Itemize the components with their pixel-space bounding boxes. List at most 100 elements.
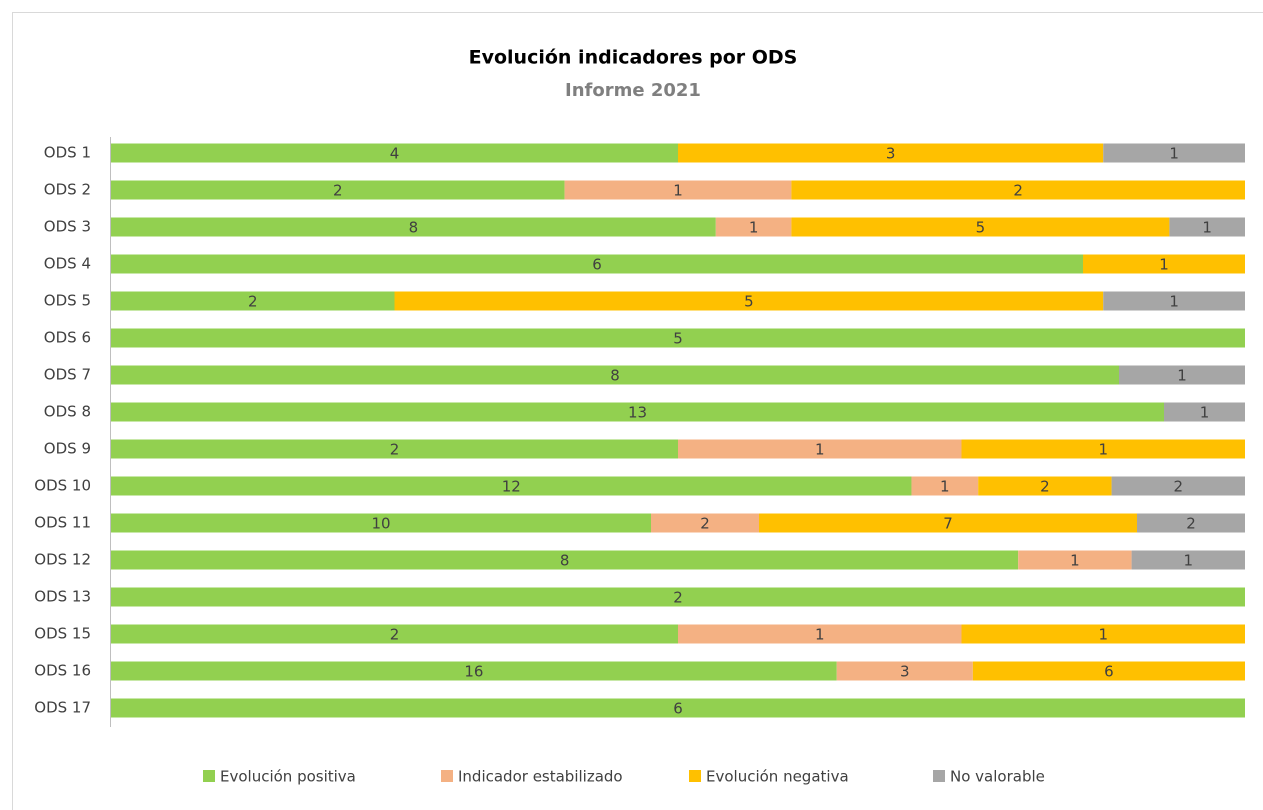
bar-segment <box>111 328 1245 348</box>
data-label: 2 <box>1040 478 1050 496</box>
data-label: 7 <box>943 515 953 533</box>
bar-segment <box>791 217 1170 237</box>
bar-segment <box>972 661 1245 681</box>
legend-swatch <box>441 770 453 782</box>
bar-segment <box>1119 365 1245 385</box>
bar-segment <box>1111 476 1245 496</box>
data-label: 1 <box>673 182 683 200</box>
bar-segment <box>111 217 716 237</box>
data-label: 1 <box>1169 145 1179 163</box>
legend-swatch <box>203 770 215 782</box>
chart-border <box>12 12 1263 810</box>
bar-segment <box>111 550 1019 570</box>
bar-segment <box>111 254 1083 274</box>
data-label: 12 <box>502 478 521 496</box>
bar-segment <box>111 291 395 311</box>
legend-label: No valorable <box>950 768 1045 786</box>
data-label: 2 <box>248 293 258 311</box>
data-label: 2 <box>700 515 710 533</box>
bar-segment <box>961 624 1245 644</box>
legend-swatch <box>689 770 701 782</box>
data-label: 2 <box>1186 515 1196 533</box>
legend-label: Evolución positiva <box>220 768 356 786</box>
legend-label: Evolución negativa <box>706 768 849 786</box>
data-label: 3 <box>900 663 910 681</box>
data-label: 1 <box>1070 552 1080 570</box>
data-label: 4 <box>390 145 400 163</box>
bar-segment <box>111 698 1245 718</box>
bar-segment <box>111 587 1245 607</box>
bar-segment <box>1103 291 1245 311</box>
y-tick-label: ODS 11 <box>34 514 91 532</box>
bar-segment <box>1103 143 1245 163</box>
data-label: 3 <box>886 145 896 163</box>
data-label: 1 <box>1200 404 1210 422</box>
bar-segment <box>678 439 962 459</box>
bar-segment <box>791 180 1245 200</box>
y-tick-label: ODS 16 <box>34 662 91 680</box>
y-tick-label: ODS 12 <box>34 551 91 569</box>
data-label: 1 <box>1177 367 1187 385</box>
data-label: 1 <box>1184 552 1194 570</box>
data-label: 1 <box>749 219 759 237</box>
bar-segment <box>394 291 1104 311</box>
bar-segment <box>1137 513 1245 533</box>
bar-segment <box>1083 254 1245 274</box>
bar-segment <box>678 624 962 644</box>
bar-segment <box>111 402 1164 422</box>
y-tick-label: ODS 8 <box>44 403 91 421</box>
data-label: 1 <box>1202 219 1212 237</box>
data-label: 5 <box>673 330 683 348</box>
y-tick-label: ODS 5 <box>44 292 91 310</box>
bar-segment <box>111 513 651 533</box>
data-label: 16 <box>464 663 483 681</box>
data-label: 2 <box>673 589 683 607</box>
y-tick-label: ODS 17 <box>34 699 91 717</box>
bar-segment <box>1018 550 1132 570</box>
data-label: 1 <box>940 478 950 496</box>
data-label: 1 <box>1169 293 1179 311</box>
bar-segment <box>1164 402 1245 422</box>
bar-segment <box>111 624 678 644</box>
data-label: 8 <box>560 552 570 570</box>
data-label: 13 <box>628 404 647 422</box>
data-label: 1 <box>1098 441 1108 459</box>
y-tick-label: ODS 9 <box>44 440 91 458</box>
bar-segment <box>836 661 973 681</box>
data-label: 1 <box>1159 256 1169 274</box>
legend-label: Indicador estabilizado <box>458 768 623 786</box>
data-label: 6 <box>592 256 602 274</box>
y-tick-label: ODS 6 <box>44 329 91 347</box>
y-tick-label: ODS 15 <box>34 625 91 643</box>
bar-segment <box>111 476 912 496</box>
y-tick-label: ODS 13 <box>34 588 91 606</box>
bar-segment <box>651 513 759 533</box>
bar-segment <box>111 661 837 681</box>
data-label: 1 <box>815 441 825 459</box>
y-tick-label: ODS 7 <box>44 366 91 384</box>
data-label: 10 <box>371 515 390 533</box>
bar-segment <box>111 439 678 459</box>
bar-segment <box>564 180 792 200</box>
data-label: 8 <box>409 219 419 237</box>
bar-segment <box>961 439 1245 459</box>
data-label: 8 <box>610 367 620 385</box>
data-label: 6 <box>1104 663 1114 681</box>
data-label: 2 <box>390 441 400 459</box>
data-label: 6 <box>673 700 683 718</box>
bar-segment <box>111 143 678 163</box>
data-label: 1 <box>815 626 825 644</box>
data-label: 5 <box>976 219 986 237</box>
data-label: 2 <box>1013 182 1023 200</box>
bar-segment <box>678 143 1104 163</box>
chart-title: Evolución indicadores por ODS <box>469 47 798 69</box>
legend-swatch <box>933 770 945 782</box>
bar-segment <box>759 513 1137 533</box>
bar-segment <box>911 476 979 496</box>
data-label: 2 <box>333 182 343 200</box>
data-label: 2 <box>390 626 400 644</box>
bar-segment <box>111 365 1119 385</box>
y-tick-label: ODS 1 <box>44 144 91 162</box>
data-label: 1 <box>1098 626 1108 644</box>
